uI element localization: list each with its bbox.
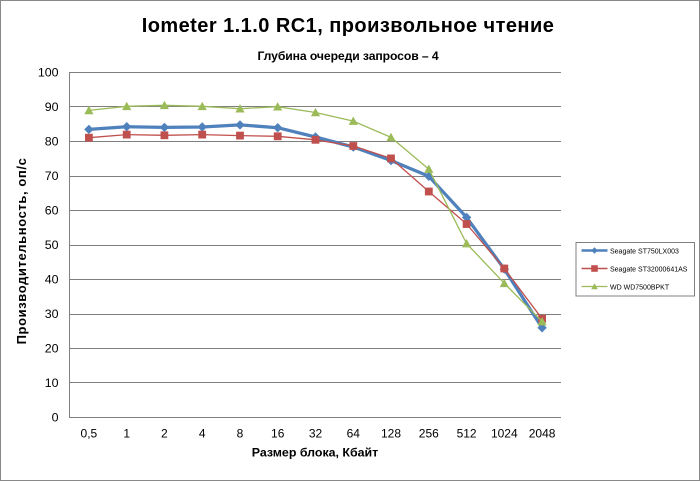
svg-text:90: 90: [45, 100, 59, 114]
svg-text:256: 256: [419, 427, 439, 441]
svg-text:80: 80: [45, 135, 59, 149]
svg-text:Seagate ST32000641AS: Seagate ST32000641AS: [610, 266, 688, 273]
svg-text:50: 50: [45, 238, 59, 252]
svg-text:Глубина очереди запросов – 4: Глубина очереди запросов – 4: [257, 49, 438, 63]
svg-text:0,5: 0,5: [81, 427, 98, 441]
svg-text:32: 32: [309, 427, 323, 441]
svg-text:Производительность, оп/с: Производительность, оп/с: [14, 158, 29, 345]
svg-text:Seagate ST750LX003: Seagate ST750LX003: [610, 248, 679, 255]
svg-text:0: 0: [52, 411, 59, 425]
svg-text:60: 60: [45, 204, 59, 218]
svg-text:20: 20: [45, 342, 59, 356]
svg-text:16: 16: [271, 427, 285, 441]
svg-text:1024: 1024: [491, 427, 518, 441]
svg-text:4: 4: [199, 427, 206, 441]
svg-text:10: 10: [45, 376, 59, 390]
svg-text:40: 40: [45, 273, 59, 287]
svg-text:2048: 2048: [529, 427, 556, 441]
svg-text:Размер блока, Кбайт: Размер блока, Кбайт: [252, 446, 378, 460]
svg-text:8: 8: [237, 427, 244, 441]
svg-text:WD WD7500BPKT: WD WD7500BPKT: [610, 284, 670, 291]
svg-text:1: 1: [123, 427, 130, 441]
svg-text:30: 30: [45, 307, 59, 321]
svg-text:100: 100: [38, 66, 59, 80]
svg-text:512: 512: [457, 427, 477, 441]
svg-text:128: 128: [381, 427, 401, 441]
svg-text:70: 70: [45, 169, 59, 183]
svg-text:Iometer 1.1.0 RC1, произвольно: Iometer 1.1.0 RC1, произвольное чтение: [142, 15, 555, 37]
svg-text:2: 2: [161, 427, 168, 441]
svg-text:64: 64: [347, 427, 361, 441]
